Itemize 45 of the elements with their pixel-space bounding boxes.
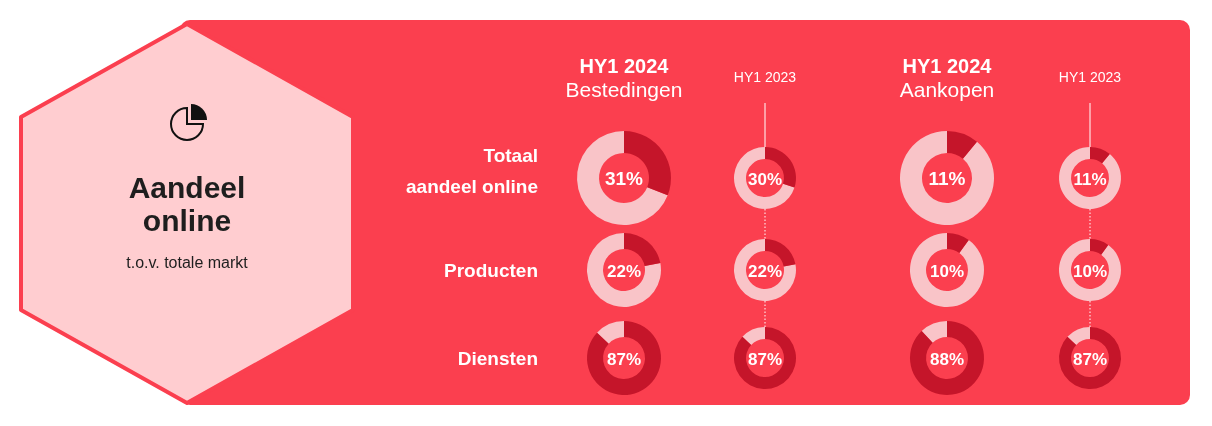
text: 22% (747, 262, 783, 281)
text: Totaal aandeel online (406, 145, 538, 197)
text: 88% (929, 350, 965, 369)
text: HY1 2023 (733, 69, 797, 85)
donut-slice (624, 233, 661, 267)
text: 31% (604, 168, 644, 189)
donut-slice (1059, 327, 1121, 389)
text: 10% (1072, 262, 1108, 281)
text: 87% (747, 350, 783, 369)
donut-slice (910, 321, 984, 395)
text: Bestedingen (565, 78, 683, 101)
text: Producten (444, 260, 538, 281)
donut-slice (1059, 147, 1121, 209)
donut-slice (947, 233, 969, 254)
donut-slice (587, 321, 661, 395)
donut-slice (734, 147, 795, 209)
donut-slice (765, 239, 796, 267)
text: 30% (747, 170, 783, 189)
text: 87% (1072, 350, 1108, 369)
text: Aandeel online (128, 171, 246, 237)
donut-slice (947, 131, 977, 159)
donut-slice (1059, 239, 1121, 301)
text: 11% (928, 168, 966, 189)
donut-slice (587, 233, 661, 307)
text: Aankopen (899, 78, 995, 101)
text: 10% (929, 262, 965, 281)
donut-slice (921, 321, 947, 343)
text: t.o.v. totale markt (126, 254, 249, 271)
text: 22% (606, 262, 642, 281)
text: HY1 2023 (1058, 69, 1122, 85)
donut-slice (910, 233, 984, 307)
text: HY1 2024 (902, 55, 993, 77)
donut-slice (900, 131, 994, 225)
donut-slice (597, 321, 624, 344)
text: Diensten (457, 348, 538, 369)
donut-slice (734, 239, 796, 301)
text: 11% (1073, 170, 1107, 189)
donut-slice (1090, 147, 1110, 164)
donut-slice (577, 131, 668, 225)
text: HY1 2024 (579, 55, 670, 77)
text: 87% (606, 350, 642, 369)
donut-slice (734, 327, 796, 389)
donut-slice (1067, 327, 1090, 345)
donut-slice (742, 327, 765, 345)
donut-slice (1090, 239, 1109, 255)
